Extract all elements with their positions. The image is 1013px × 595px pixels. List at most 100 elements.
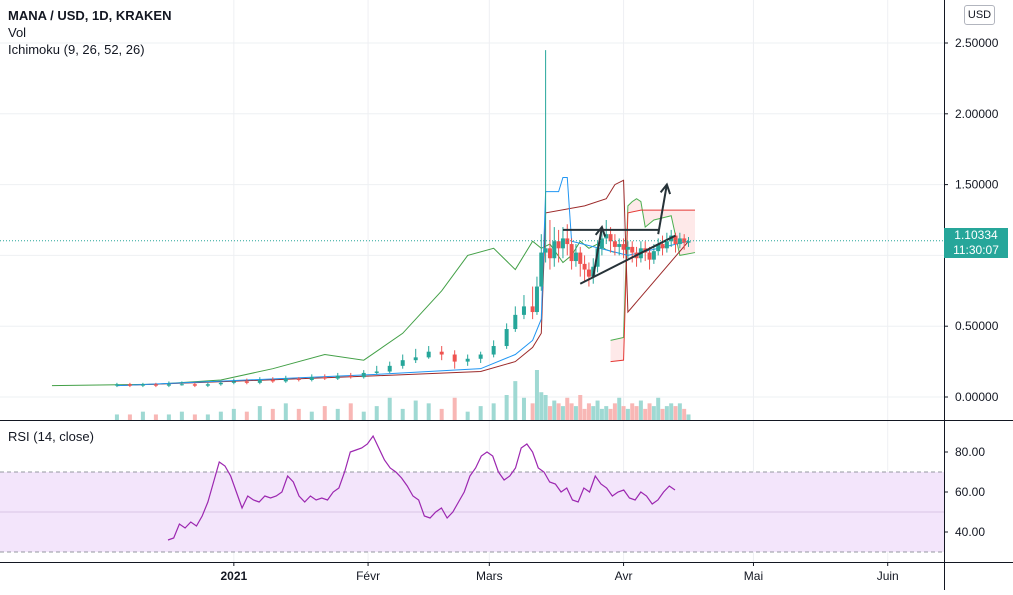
volume-bar (625, 408, 630, 420)
volume-bar (179, 411, 184, 420)
candle-body (617, 244, 622, 247)
time-tick-label: Avr (615, 569, 633, 583)
volume-bar (426, 403, 431, 420)
volume-bar (556, 403, 561, 420)
symbol-legend[interactable]: MANA / USD, 1D, KRAKEN (8, 8, 172, 23)
volume-bar (552, 400, 557, 420)
time-tick-label: Févr (356, 569, 380, 583)
candle-body (621, 244, 626, 250)
volume-bar (560, 406, 565, 420)
candle-body (569, 244, 574, 262)
volume-bar (400, 408, 405, 420)
candle-body (296, 378, 301, 381)
candle-body (664, 241, 669, 249)
volume-bar (153, 414, 158, 420)
candle-body (309, 377, 314, 381)
candle-body (673, 235, 678, 245)
time-tick-label: 2021 (220, 569, 247, 583)
volume-bar (673, 406, 678, 420)
candle-body (348, 375, 353, 378)
volume-bar (599, 408, 604, 420)
volume-bar (270, 408, 275, 420)
volume-bar (465, 411, 470, 420)
volume-bar (604, 406, 609, 420)
volume-bar (513, 381, 518, 420)
candle-body (179, 384, 184, 386)
volume-bar (296, 408, 301, 420)
time-tick-label: Mars (476, 569, 503, 583)
volume-legend[interactable]: Vol (8, 25, 27, 40)
volume-bar (530, 403, 535, 420)
candle-body (686, 241, 691, 243)
price-tick-label: 0.00000 (955, 390, 999, 404)
arrow-head (594, 225, 607, 237)
candle-body (465, 358, 470, 362)
candle-body (413, 357, 418, 361)
candle-body (114, 384, 119, 386)
candle-body (573, 252, 578, 262)
volume-bar (660, 408, 665, 420)
candle-body (231, 381, 236, 383)
candle-body (400, 360, 405, 366)
time-tick-label: Mai (744, 569, 763, 583)
volume-bar (591, 406, 596, 420)
volume-bar (114, 414, 119, 420)
support-trendline (579, 234, 676, 285)
candle-body (439, 351, 444, 355)
rsi-tick-label: 40.00 (955, 525, 985, 539)
candle-body (153, 384, 158, 386)
volume-bar (569, 403, 574, 420)
candle-body (452, 354, 457, 362)
volume-bar (578, 395, 583, 420)
candle-body (677, 238, 682, 245)
candle-body (521, 306, 526, 315)
volume-bar (521, 397, 526, 420)
candle-body (166, 384, 171, 386)
candle-body (257, 380, 262, 383)
volume-bar (634, 406, 639, 420)
candle-body (387, 365, 392, 372)
volume-bar (218, 411, 223, 420)
candle-body (578, 252, 583, 264)
volume-bar (608, 408, 613, 420)
candle-body (491, 346, 496, 355)
bar-countdown: 11:30:07 (953, 243, 999, 257)
volume-bar (387, 397, 392, 420)
candle-body (560, 238, 565, 249)
candle-body (534, 286, 539, 313)
volume-bar (361, 411, 366, 420)
candle-body (630, 246, 635, 253)
rsi-line (167, 434, 676, 541)
price-tick-label: 0.50000 (955, 319, 999, 333)
candle-body (604, 234, 609, 239)
candle-body (660, 244, 665, 249)
volume-bar (374, 406, 379, 420)
volume-bar (534, 370, 539, 420)
candle-body (647, 252, 652, 260)
arrow-shaft (592, 226, 603, 277)
volume-bar (140, 411, 145, 420)
candle-body (656, 244, 661, 252)
volume-bar (565, 397, 570, 420)
rsi-legend[interactable]: RSI (14, close) (8, 429, 94, 444)
candle-body (361, 372, 366, 378)
currency-badge[interactable]: USD (964, 5, 995, 25)
candle-body (426, 351, 431, 358)
volume-bar (617, 397, 622, 420)
candle-body (547, 248, 552, 259)
volume-bar (647, 403, 652, 420)
candle-body (127, 384, 132, 386)
candle-body (218, 382, 223, 385)
volume-bar (643, 408, 648, 420)
arrow-head (659, 182, 672, 195)
volume-bar (504, 395, 509, 420)
candle-body (543, 248, 548, 253)
volume-bar (656, 397, 661, 420)
last-price-value: 1.10334 (954, 228, 998, 242)
candle-body (374, 371, 379, 373)
ichimoku-legend[interactable]: Ichimoku (9, 26, 52, 26) (8, 42, 145, 57)
candle-body (244, 381, 249, 383)
volume-bar (244, 411, 249, 420)
volume-bar (452, 397, 457, 420)
